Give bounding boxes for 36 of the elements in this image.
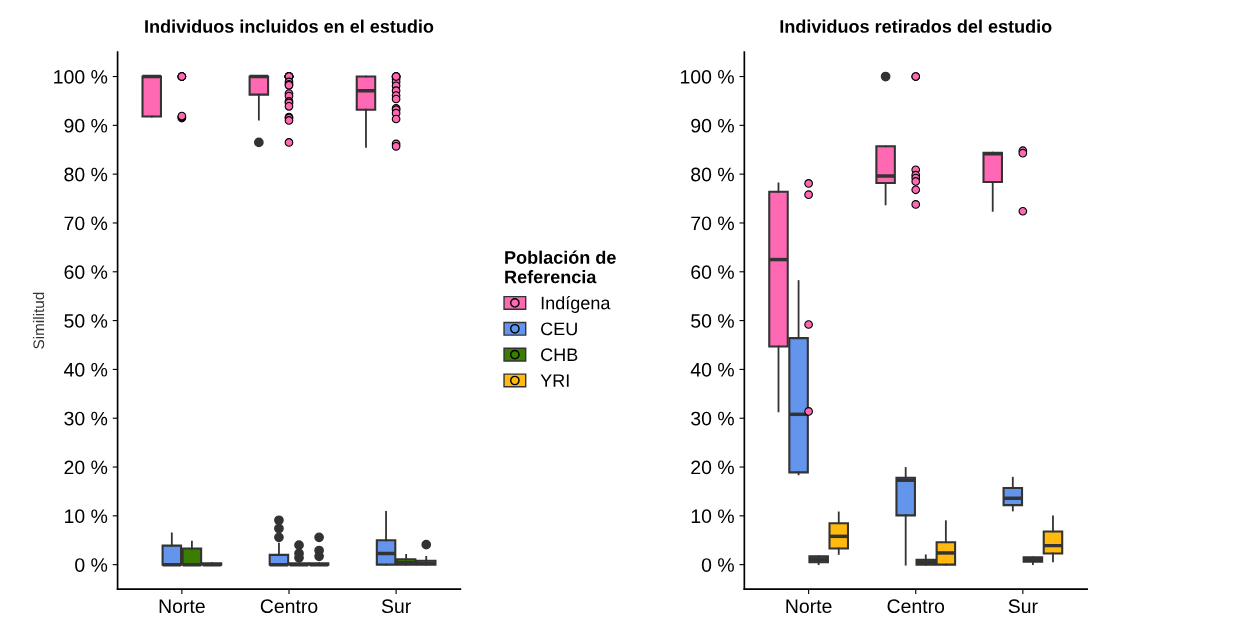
y-tick-label: 20 % <box>64 460 108 475</box>
y-tick-label: 0 % <box>701 558 734 572</box>
legend-label: CEU <box>541 322 577 336</box>
y-tick-label: 0 % <box>75 558 108 572</box>
x-tick-label: Centro <box>887 599 945 614</box>
y-axis-title: Similitud <box>32 292 45 349</box>
y-tick-label: 10 % <box>691 509 734 524</box>
legend-label: YRI <box>540 374 569 387</box>
y-tick-label: 60 % <box>64 265 108 280</box>
x-tick-label: Sur <box>381 599 411 614</box>
y-tick-label: 40 % <box>690 362 734 377</box>
y-tick-label: 50 % <box>64 314 108 328</box>
x-tick-label: Sur <box>1008 599 1038 614</box>
legend-label: Indígena <box>541 295 611 313</box>
chart-title: Individuos retirados del estudio <box>780 19 1052 33</box>
chart-title: Individuos incluidos en el estudio <box>145 19 434 33</box>
y-tick-label: 70 % <box>64 216 108 231</box>
x-tick-label: Norte <box>786 599 832 614</box>
y-tick-label: 10 % <box>65 509 108 524</box>
y-tick-label: 90 % <box>64 118 108 133</box>
y-tick-label: 50 % <box>691 314 734 328</box>
x-tick-label: Norte <box>159 599 205 614</box>
x-tick-label: Centro <box>260 599 318 614</box>
legend-title: Población de Referencia <box>505 250 616 284</box>
y-tick-label: 30 % <box>691 411 734 426</box>
y-tick-label: 80 % <box>64 167 108 182</box>
y-tick-label: 100 % <box>680 70 734 84</box>
y-tick-label: 40 % <box>64 362 108 377</box>
legend-label: CHB <box>541 348 578 362</box>
y-tick-label: 30 % <box>64 411 108 426</box>
y-tick-label: 70 % <box>691 216 734 231</box>
y-tick-label: 90 % <box>691 118 734 133</box>
y-tick-label: 100 % <box>54 70 108 84</box>
y-tick-label: 80 % <box>691 167 734 182</box>
y-tick-label: 20 % <box>691 460 734 475</box>
y-tick-label: 60 % <box>691 265 734 280</box>
